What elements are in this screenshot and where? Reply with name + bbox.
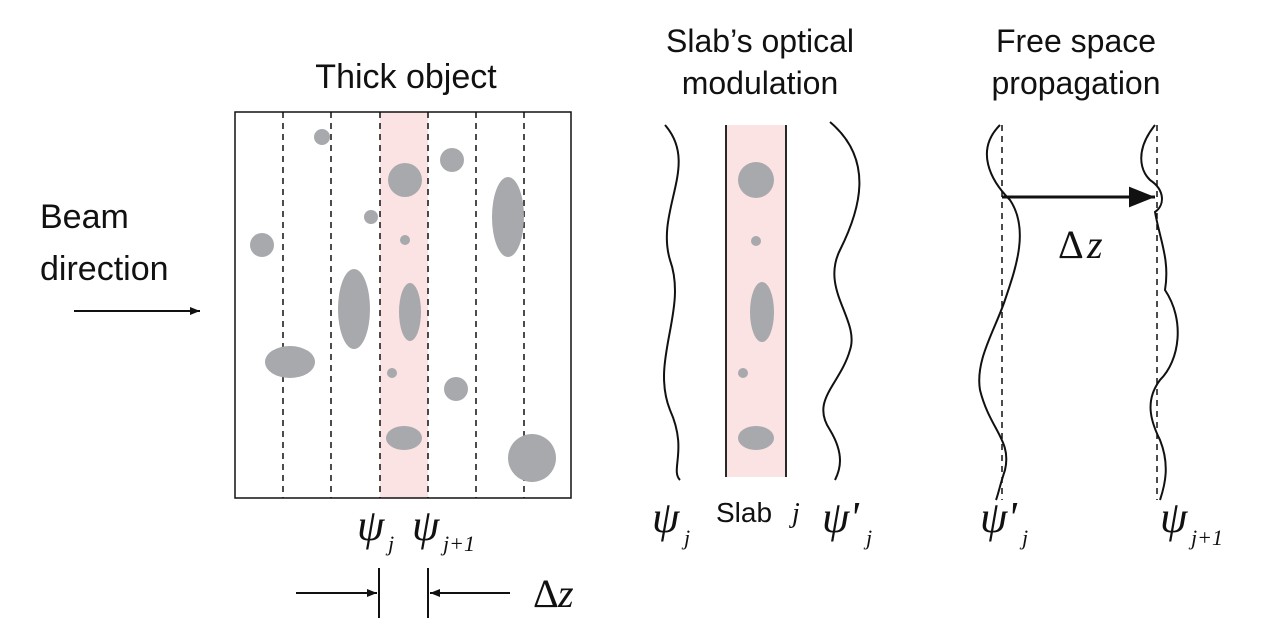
thick-object-title: Thick object (315, 58, 497, 96)
psi-symbol: ψ (412, 501, 440, 550)
particle (751, 236, 761, 246)
particle (508, 434, 556, 482)
particle (492, 177, 524, 257)
propagation-delta-z-label: Δ z (1058, 222, 1103, 267)
particle (387, 368, 397, 378)
particle (400, 235, 410, 245)
psi-symbol: ψ (357, 501, 385, 550)
particle (364, 210, 378, 224)
psi-prime-j-label: ψ' j (822, 493, 872, 550)
free-space-title-line1: Free space (996, 23, 1156, 59)
psi-j-plus-1-label: ψ j+1 (1160, 493, 1223, 550)
particle (444, 377, 468, 401)
subscript-j: j (863, 525, 872, 550)
wave-psi-j-plus-1 (1140, 124, 1179, 501)
particle (338, 269, 370, 349)
psi-symbol: ψ (1160, 493, 1188, 542)
particle (738, 426, 774, 450)
slab-particles (738, 162, 774, 450)
psi-prime-symbol: ψ' (980, 493, 1018, 542)
particle (399, 283, 421, 341)
subscript-j: j (681, 525, 690, 550)
beam-label-line1: Beam (40, 198, 129, 236)
slab-boundaries (282, 112, 525, 498)
psi-symbol: ψ (652, 493, 680, 542)
psi-j-plus-1-label: ψ j+1 (412, 501, 475, 556)
thick-object-panel: Thick object Beam direction (40, 58, 574, 618)
particle (265, 346, 315, 378)
subscript-j: j (1019, 525, 1028, 550)
psi-prime-j-label: ψ' j (980, 493, 1028, 550)
slab-text: Slab (716, 497, 772, 528)
incoming-wave-psi-j (663, 124, 681, 481)
modulated-wave-psi-prime-j (822, 121, 861, 481)
particle (738, 162, 774, 198)
beam-label-line2: direction (40, 250, 169, 288)
thick-object-box (234, 111, 572, 499)
free-space-title-line2: propagation (991, 65, 1160, 101)
psi-prime-symbol: ψ' (822, 493, 860, 542)
particle (388, 163, 422, 197)
particle (250, 233, 274, 257)
z-symbol: z (557, 571, 574, 616)
subscript-j-plus-1: j+1 (1188, 525, 1223, 550)
psi-j-label: ψ j (357, 501, 394, 556)
slab-title-line2: modulation (682, 65, 839, 101)
delta-z-label: Δ z (533, 571, 574, 616)
delta-symbol: Δ (533, 571, 559, 616)
particle (738, 368, 748, 378)
particle (314, 129, 330, 145)
delta-symbol: Δ (1058, 222, 1084, 267)
wave-psi-prime-j (978, 124, 1021, 501)
slab-title-line1: Slab’s optical (666, 23, 854, 59)
z-symbol: z (1086, 222, 1103, 267)
subscript-j: j (385, 531, 394, 556)
subscript-j-plus-1: j+1 (440, 531, 475, 556)
particle (440, 148, 464, 172)
scattering-particles (250, 129, 556, 482)
psi-j-label: ψ j (652, 493, 690, 550)
particle (750, 282, 774, 342)
slab-j-label: Slab j (716, 497, 800, 529)
slab-modulation-panel: Slab’s optical modulation ψ j Slab j ψ' … (652, 23, 872, 550)
free-space-panel: Free space propagation Δ z ψ' j ψ j+1 (978, 23, 1223, 550)
particle (386, 426, 422, 450)
slab-index-j: j (789, 498, 800, 529)
